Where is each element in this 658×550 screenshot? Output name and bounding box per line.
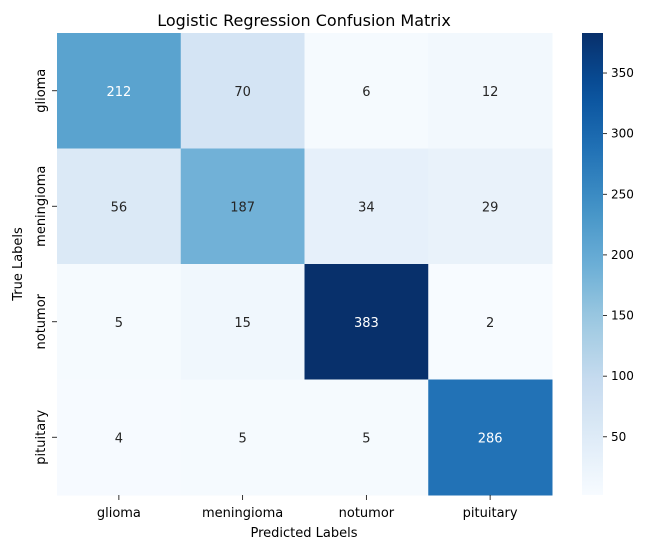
colorbar (582, 33, 603, 495)
heatmap-cell (57, 148, 182, 265)
cell-value-label: 6 (362, 85, 370, 100)
heatmap-cell (428, 148, 553, 265)
cell-value-label: 70 (234, 85, 251, 100)
heatmap-cell (304, 33, 429, 149)
heatmap-cell (428, 264, 553, 380)
cell-value-label: 187 (230, 200, 255, 215)
cell-value-label: 34 (358, 200, 375, 215)
x-tick-label: notumor (339, 506, 395, 521)
y-tick-label: meningioma (34, 166, 49, 247)
y-axis-ticks: glioma meningioma notumor pituitary (34, 69, 57, 465)
x-axis-ticks: glioma meningioma notumor pituitary (97, 495, 518, 521)
cell-value-label: 15 (234, 316, 251, 331)
colorbar-tick-label: 200 (611, 248, 634, 262)
colorbar-tick-label: 150 (611, 309, 634, 323)
heatmap-cell (57, 379, 182, 496)
cell-value-label: 5 (238, 431, 246, 446)
heatmap-cell (57, 264, 182, 380)
colorbar-tick-label: 100 (611, 369, 634, 383)
colorbar-tick-label: 50 (611, 430, 626, 444)
y-axis-title: True Labels (11, 227, 26, 302)
heatmap-cell (180, 379, 305, 496)
heatmap-cell (304, 264, 429, 380)
heatmap-cell (57, 33, 182, 149)
cell-value-label: 212 (106, 85, 131, 100)
x-tick-label: pituitary (463, 506, 518, 521)
heatmap-cell (304, 379, 429, 496)
y-tick-label: notumor (34, 293, 49, 349)
y-tick-label: pituitary (34, 409, 49, 464)
heatmap-cell (180, 148, 305, 265)
cell-value-label: 4 (115, 431, 123, 446)
heatmap-grid: 212 70 6 12 56 187 34 29 5 15 383 2 4 5 5 286 (57, 33, 553, 496)
heatmap-cell (428, 379, 553, 496)
y-tick-label: glioma (34, 69, 49, 113)
heatmap-cell (180, 33, 305, 149)
cell-value-label: 286 (478, 431, 503, 446)
cell-value-label: 2 (486, 316, 494, 331)
colorbar-ticks: 50 100 150 200 250 300 350 (603, 66, 634, 444)
x-tick-label: glioma (97, 506, 141, 521)
chart-title: Logistic Regression Confusion Matrix (157, 11, 451, 30)
heatmap-cell (428, 33, 553, 149)
cell-value-label: 5 (115, 316, 123, 331)
heatmap-cell (304, 148, 429, 265)
cell-value-label: 56 (111, 200, 128, 215)
x-axis-title: Predicted Labels (250, 526, 357, 541)
colorbar-tick-label: 250 (611, 187, 634, 201)
colorbar-tick-label: 300 (611, 127, 634, 141)
colorbar-tick-label: 350 (611, 66, 634, 80)
heatmap-cell (180, 264, 305, 380)
cell-value-label: 5 (362, 431, 370, 446)
x-tick-label: meningioma (202, 506, 283, 521)
cell-value-label: 29 (482, 200, 499, 215)
cell-value-label: 12 (482, 85, 499, 100)
cell-value-label: 383 (354, 316, 379, 331)
